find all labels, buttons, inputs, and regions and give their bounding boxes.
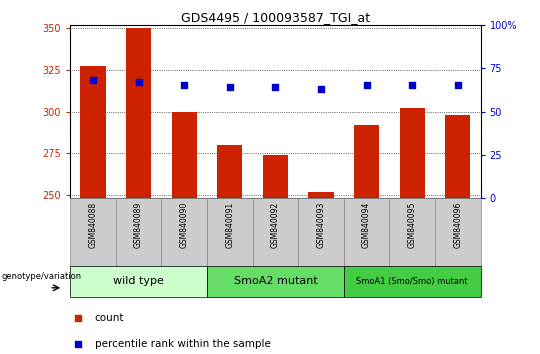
Point: [226, 84, 234, 90]
Bar: [263, 155, 288, 198]
Point: [362, 82, 371, 88]
Text: genotype/variation: genotype/variation: [2, 272, 82, 281]
Title: GDS4495 / 100093587_TGI_at: GDS4495 / 100093587_TGI_at: [181, 11, 370, 24]
Point: [408, 82, 416, 88]
Bar: [298, 198, 344, 266]
Bar: [446, 115, 470, 198]
Text: GSM840096: GSM840096: [453, 202, 462, 248]
Bar: [70, 198, 116, 266]
Text: percentile rank within the sample: percentile rank within the sample: [95, 339, 271, 349]
Point: [74, 341, 83, 347]
Point: [74, 315, 83, 321]
Text: SmoA2 mutant: SmoA2 mutant: [233, 276, 318, 286]
Text: GSM840091: GSM840091: [225, 202, 234, 248]
Text: GSM840092: GSM840092: [271, 202, 280, 248]
Bar: [207, 198, 253, 266]
Bar: [389, 198, 435, 266]
Bar: [253, 198, 298, 266]
Bar: [80, 67, 105, 198]
Text: GSM840089: GSM840089: [134, 202, 143, 248]
Point: [89, 78, 97, 83]
Text: GSM840095: GSM840095: [408, 202, 417, 248]
Bar: [344, 198, 389, 266]
Bar: [217, 145, 242, 198]
Text: GSM840093: GSM840093: [316, 202, 326, 248]
Bar: [172, 112, 197, 198]
Bar: [161, 198, 207, 266]
Text: wild type: wild type: [113, 276, 164, 286]
Bar: [116, 198, 161, 266]
Bar: [126, 28, 151, 198]
Text: SmoA1 (Smo/Smo) mutant: SmoA1 (Smo/Smo) mutant: [356, 277, 468, 286]
Text: GSM840088: GSM840088: [89, 202, 98, 248]
Point: [454, 82, 462, 88]
Point: [316, 86, 325, 92]
Bar: [354, 125, 379, 198]
Point: [180, 82, 188, 88]
Bar: [344, 266, 481, 297]
Bar: [435, 198, 481, 266]
Text: GSM840094: GSM840094: [362, 202, 371, 248]
Bar: [308, 192, 334, 198]
Bar: [70, 266, 207, 297]
Point: [271, 84, 280, 90]
Bar: [207, 266, 344, 297]
Point: [134, 79, 143, 85]
Text: count: count: [95, 313, 124, 323]
Bar: [400, 108, 425, 198]
Text: GSM840090: GSM840090: [180, 202, 188, 248]
